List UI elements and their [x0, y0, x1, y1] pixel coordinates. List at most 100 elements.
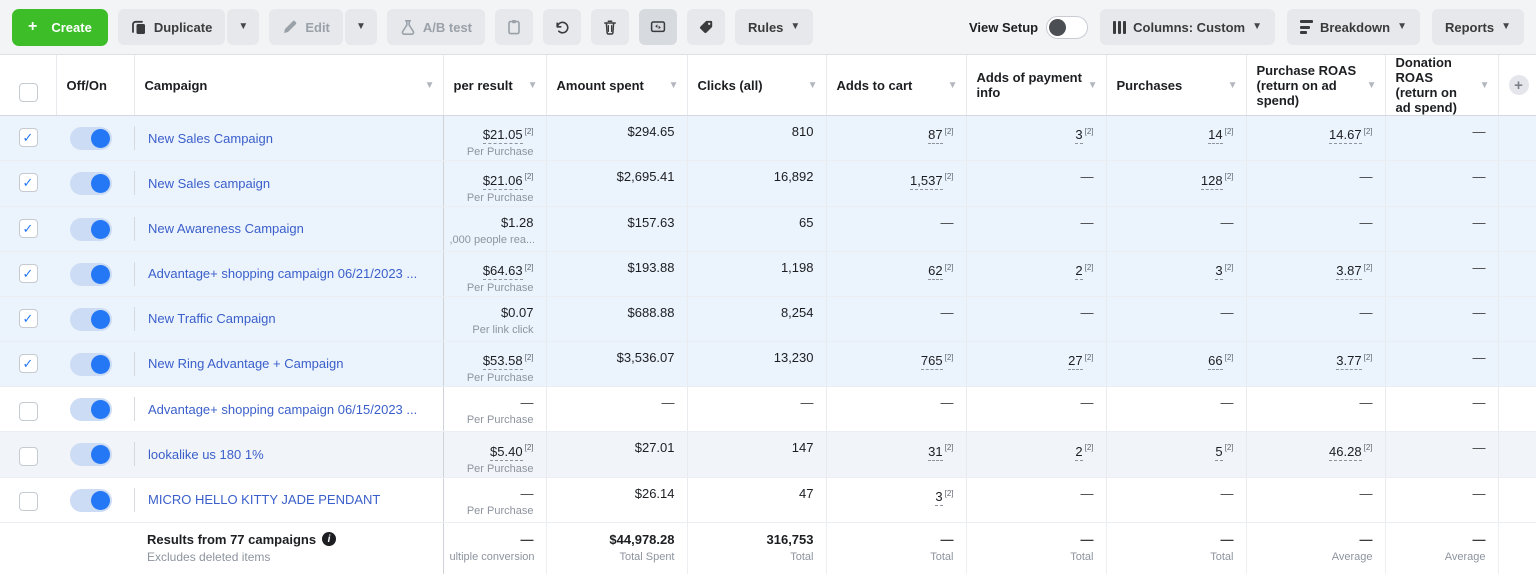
reports-button[interactable]: Reports ▼ — [1431, 9, 1524, 45]
campaign-toggle[interactable] — [70, 217, 112, 241]
add-column-spacer-cell — [1498, 251, 1536, 297]
campaign-link[interactable]: lookalike us 180 1% — [148, 446, 264, 462]
campaign-name-cell: Advantage+ shopping campaign 06/21/2023 … — [134, 251, 443, 297]
preview-button[interactable] — [639, 9, 678, 45]
campaign-toggle[interactable] — [70, 307, 112, 331]
table-row: ✓ New Ring Advantage + Campaign $53.58 [2… — [0, 341, 1536, 388]
row-toggle-cell — [56, 251, 134, 297]
purchases-cell: 66 [2] — [1106, 341, 1247, 388]
row-checkbox[interactable]: ✓ — [18, 263, 38, 283]
duplicate-button[interactable]: Duplicate — [117, 9, 226, 45]
campaign-link[interactable]: Advantage+ shopping campaign 06/21/2023 … — [148, 266, 418, 282]
row-checkbox[interactable]: ✓ — [18, 353, 38, 373]
campaign-toggle[interactable] — [70, 127, 112, 150]
campaign-link[interactable]: MICRO HELLO KITTY JADE PENDANT — [148, 492, 381, 508]
select-all-header[interactable] — [0, 55, 57, 116]
duplicate-dropdown-button[interactable]: ▼ — [227, 9, 260, 45]
info-icon[interactable]: i — [322, 532, 337, 547]
campaign-toggle[interactable] — [70, 443, 112, 467]
tag-icon — [700, 20, 713, 33]
sort-icon: ▼ — [424, 79, 435, 91]
sort-icon: ▼ — [1087, 79, 1098, 91]
header-amount-spent[interactable]: Amount spent ▼ — [546, 55, 688, 116]
clicks-cell: 810 — [687, 115, 827, 162]
row-checkbox[interactable] — [18, 446, 38, 466]
purchase-roas-cell: 14.67 [2] — [1246, 115, 1386, 162]
undo-button[interactable] — [543, 9, 582, 45]
rules-button-label: Rules — [748, 19, 784, 35]
campaign-link[interactable]: New Traffic Campaign — [148, 311, 276, 327]
campaign-toggle[interactable] — [70, 398, 112, 422]
campaign-link[interactable]: New Ring Advantage + Campaign — [148, 356, 344, 372]
summary-title: Results from 77 campaigns — [147, 531, 317, 547]
delete-button[interactable] — [591, 9, 630, 45]
edit-button[interactable]: Edit — [269, 9, 343, 45]
adds-to-cart-cell: — — [826, 206, 967, 252]
header-donation-roas[interactable]: Donation ROAS (return on ad spend) ▼ — [1385, 55, 1499, 116]
add-column-spacer-cell — [1498, 296, 1536, 342]
table-row: ✓ New Awareness Campaign $1.28,000 peopl… — [0, 206, 1536, 252]
campaign-table-body: ✓ New Sales Campaign $21.05 [2] Per Purcha… — [0, 115, 1536, 523]
add-column-button[interactable]: + — [1508, 75, 1529, 95]
breakdown-icon — [1299, 20, 1313, 34]
row-checkbox[interactable]: ✓ — [18, 128, 38, 147]
row-checkbox[interactable]: ✓ — [18, 308, 38, 328]
select-all-checkbox[interactable] — [19, 82, 39, 102]
sort-icon: ▼ — [1479, 79, 1490, 91]
amount-spent-cell: $157.63 — [546, 206, 688, 252]
footnote-ref: [2] — [524, 443, 534, 453]
campaign-link[interactable]: New Sales campaign — [148, 175, 271, 191]
header-purchase-roas[interactable]: Purchase ROAS (return on ad spend) ▼ — [1246, 55, 1386, 116]
header-cost-per-result[interactable]: per result ▼ — [442, 55, 547, 116]
footnote-ref: [2] — [944, 488, 954, 498]
toggle-knob — [91, 264, 110, 284]
chevron-down-icon: ▼ — [1397, 21, 1407, 32]
rules-button[interactable]: Rules ▼ — [735, 9, 814, 45]
edit-dropdown-button[interactable]: ▼ — [344, 9, 377, 45]
campaign-name-cell: New Sales campaign — [134, 160, 443, 207]
campaign-toggle[interactable] — [70, 262, 112, 286]
campaign-toggle[interactable] — [70, 352, 112, 376]
row-checkbox[interactable] — [18, 401, 38, 421]
campaign-link[interactable]: New Awareness Campaign — [148, 221, 304, 237]
clicks-cell: 147 — [687, 431, 827, 478]
table-row: ✓ New Sales campaign $21.06 [2] Per Purcha… — [0, 160, 1536, 207]
summary-empty-toggle — [56, 521, 134, 575]
row-checkbox[interactable] — [18, 492, 38, 512]
table-row: MICRO HELLO KITTY JADE PENDANT — Per Purc… — [0, 477, 1536, 523]
summary-adds-of-payment-info: — Total — [966, 521, 1107, 575]
campaign-toggle[interactable] — [70, 172, 112, 196]
cost-per-result-cell: $0.07 Per link click — [442, 296, 547, 342]
view-setup-toggle[interactable] — [1046, 15, 1089, 39]
breakdown-button[interactable]: Breakdown ▼ — [1286, 9, 1420, 45]
adds-of-payment-info-cell: — — [966, 477, 1107, 523]
clicks-cell: 47 — [687, 477, 827, 523]
create-button[interactable]: + Create — [12, 8, 108, 46]
create-button-label: Create — [51, 19, 92, 35]
footnote-ref: [2] — [1363, 262, 1373, 272]
header-adds-of-payment-info[interactable]: Adds of payment info ▼ — [966, 55, 1107, 116]
campaign-name-cell: MICRO HELLO KITTY JADE PENDANT — [134, 477, 443, 523]
header-clicks-all[interactable]: Clicks (all) ▼ — [687, 55, 827, 116]
clicks-cell: 8,254 — [687, 296, 827, 342]
row-checkbox[interactable]: ✓ — [18, 173, 38, 193]
footnote-ref: [2] — [524, 172, 534, 182]
tag-button[interactable] — [687, 9, 726, 45]
undo-icon — [556, 21, 569, 34]
table-row: ✓ New Sales Campaign $21.05 [2] Per Purcha… — [0, 115, 1536, 162]
row-checkbox[interactable]: ✓ — [18, 218, 38, 238]
adds-to-cart-cell: 765 [2] — [826, 341, 967, 388]
campaign-toggle[interactable] — [70, 488, 112, 512]
header-purchases[interactable]: Purchases ▼ — [1106, 55, 1247, 116]
header-campaign[interactable]: Campaign ▼ — [134, 55, 444, 116]
campaign-link[interactable]: New Sales Campaign — [148, 130, 274, 146]
chevron-down-icon: ▼ — [1501, 21, 1511, 32]
clicks-cell: 65 — [687, 206, 827, 252]
clipboard-button[interactable] — [495, 9, 534, 45]
campaign-link[interactable]: Advantage+ shopping campaign 06/15/2023 … — [148, 401, 418, 417]
purchases-cell: 14 [2] — [1106, 115, 1247, 162]
header-adds-to-cart[interactable]: Adds to cart ▼ — [826, 55, 967, 116]
columns-button[interactable]: Columns: Custom ▼ — [1100, 9, 1275, 45]
duplicate-icon — [131, 20, 145, 34]
ab-test-button[interactable]: A/B test — [386, 9, 486, 45]
